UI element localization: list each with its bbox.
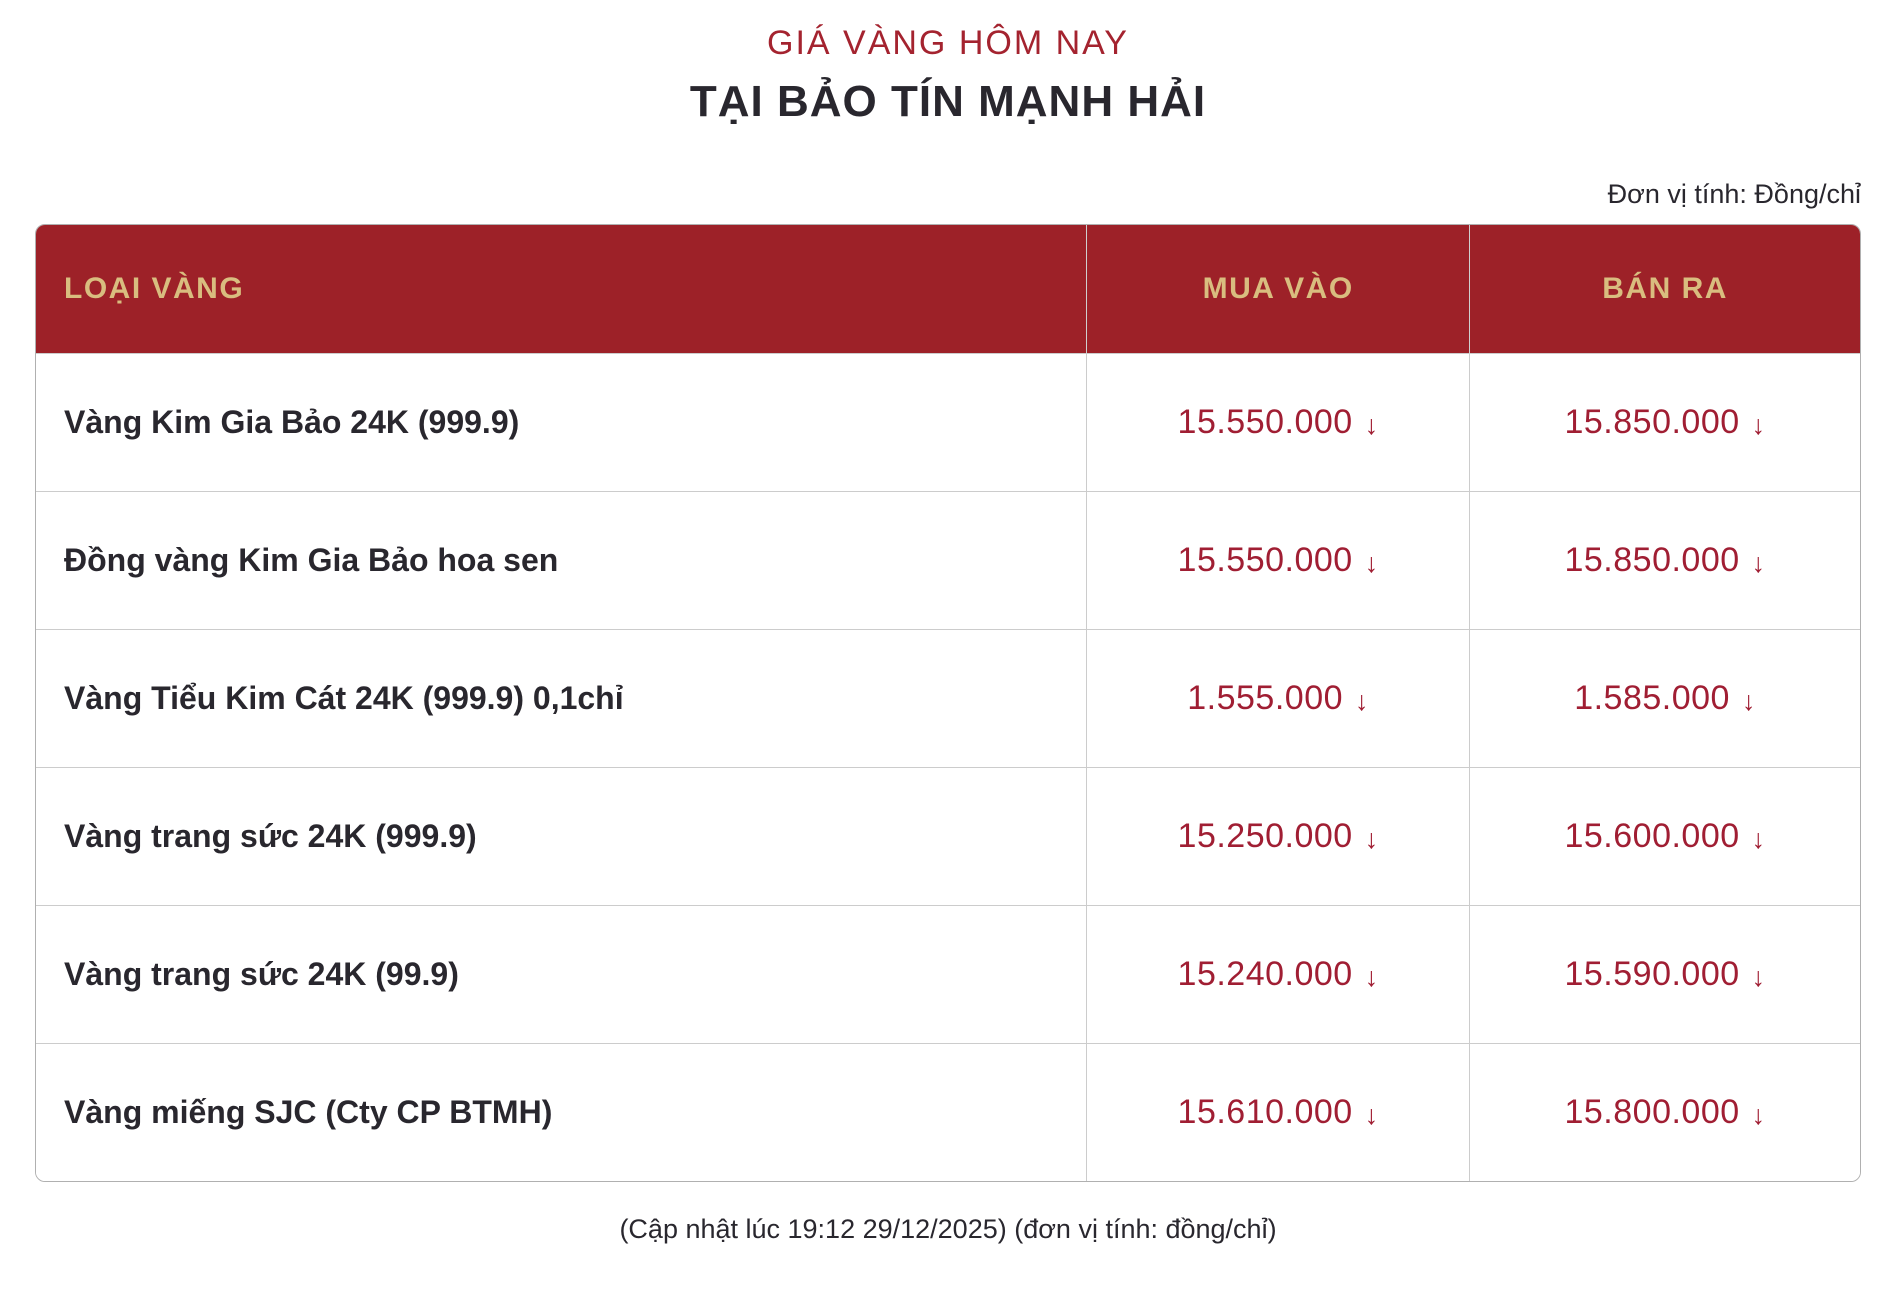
sell-price-cell: 15.850.000 ↓ bbox=[1469, 353, 1860, 492]
gold-type-label: Đồng vàng Kim Gia Bảo hoa sen bbox=[36, 491, 1087, 630]
gold-type-label: Vàng Kim Gia Bảo 24K (999.9) bbox=[36, 353, 1087, 492]
down-arrow-icon: ↓ bbox=[1751, 1100, 1766, 1130]
buy-price-cell: 1.555.000 ↓ bbox=[1086, 629, 1470, 768]
update-timestamp-note: (Cập nhật lúc 19:12 29/12/2025) (đơn vị … bbox=[619, 1214, 1277, 1244]
table-header-row: LOẠI VÀNG MUA VÀO BÁN RA bbox=[36, 225, 1860, 354]
gold-type-label: Vàng Tiểu Kim Cát 24K (999.9) 0,1chỉ bbox=[36, 629, 1087, 768]
table-row: Vàng Tiểu Kim Cát 24K (999.9) 0,1chỉ 1.5… bbox=[36, 629, 1860, 768]
column-header-gold-type: LOẠI VÀNG bbox=[36, 225, 1087, 354]
down-arrow-icon: ↓ bbox=[1364, 548, 1379, 578]
sell-price-cell: 15.850.000 ↓ bbox=[1469, 491, 1860, 630]
sell-price-value: 15.800.000 bbox=[1564, 1093, 1740, 1131]
buy-price-cell: 15.550.000 ↓ bbox=[1086, 491, 1470, 630]
sell-price-cell: 1.585.000 ↓ bbox=[1469, 629, 1860, 768]
down-arrow-icon: ↓ bbox=[1741, 686, 1756, 716]
table-row: Vàng miếng SJC (Cty CP BTMH) 15.610.000 ↓… bbox=[36, 1043, 1860, 1181]
table-row: Vàng trang sức 24K (99.9) 15.240.000 ↓ 15… bbox=[36, 905, 1860, 1044]
buy-price-cell: 15.550.000 ↓ bbox=[1086, 353, 1470, 492]
buy-price-value: 15.610.000 bbox=[1177, 1093, 1353, 1131]
page-title: GIÁ VÀNG HÔM NAY bbox=[767, 24, 1129, 62]
gold-type-label: Vàng miếng SJC (Cty CP BTMH) bbox=[36, 1043, 1087, 1181]
page-subtitle: TẠI BẢO TÍN MẠNH HẢI bbox=[689, 77, 1207, 126]
sell-price-value: 15.600.000 bbox=[1564, 817, 1740, 855]
buy-price-cell: 15.610.000 ↓ bbox=[1086, 1043, 1470, 1181]
sell-price-value: 15.590.000 bbox=[1564, 955, 1740, 993]
buy-price-cell: 15.240.000 ↓ bbox=[1086, 905, 1470, 1044]
down-arrow-icon: ↓ bbox=[1364, 824, 1379, 854]
down-arrow-icon: ↓ bbox=[1364, 962, 1379, 992]
column-header-sell: BÁN RA bbox=[1469, 225, 1860, 354]
column-header-buy: MUA VÀO bbox=[1086, 225, 1470, 354]
down-arrow-icon: ↓ bbox=[1364, 410, 1379, 440]
down-arrow-icon: ↓ bbox=[1751, 824, 1766, 854]
gold-type-label: Vàng trang sức 24K (999.9) bbox=[36, 767, 1087, 906]
unit-note: Đơn vị tính: Đồng/chỉ bbox=[1607, 179, 1861, 209]
table-row: Đồng vàng Kim Gia Bảo hoa sen 15.550.000… bbox=[36, 491, 1860, 630]
down-arrow-icon: ↓ bbox=[1355, 686, 1370, 716]
table-row: Vàng trang sức 24K (999.9) 15.250.000 ↓ 1… bbox=[36, 767, 1860, 906]
down-arrow-icon: ↓ bbox=[1364, 1100, 1379, 1130]
gold-price-table-wrapper: LOẠI VÀNG MUA VÀO BÁN RA Vàng Kim Gia Bả… bbox=[35, 224, 1861, 1182]
sell-price-cell: 15.590.000 ↓ bbox=[1469, 905, 1860, 1044]
sell-price-value: 15.850.000 bbox=[1564, 403, 1740, 441]
table-header: LOẠI VÀNG MUA VÀO BÁN RA bbox=[36, 225, 1860, 354]
sell-price-cell: 15.800.000 ↓ bbox=[1469, 1043, 1860, 1181]
down-arrow-icon: ↓ bbox=[1751, 410, 1766, 440]
buy-price-value: 15.240.000 bbox=[1177, 955, 1353, 993]
buy-price-value: 1.555.000 bbox=[1187, 679, 1344, 717]
sell-price-value: 1.585.000 bbox=[1574, 679, 1730, 717]
gold-type-label: Vàng trang sức 24K (99.9) bbox=[36, 905, 1087, 1044]
sell-price-value: 15.850.000 bbox=[1564, 541, 1740, 579]
buy-price-value: 15.550.000 bbox=[1177, 541, 1353, 579]
buy-price-value: 15.550.000 bbox=[1177, 403, 1353, 441]
down-arrow-icon: ↓ bbox=[1751, 962, 1766, 992]
table-row: Vàng Kim Gia Bảo 24K (999.9) 15.550.000 ↓… bbox=[36, 353, 1860, 492]
sell-price-cell: 15.600.000 ↓ bbox=[1469, 767, 1860, 906]
content-container: GIÁ VÀNG HÔM NAY TẠI BẢO TÍN MẠNH HẢI Đơ… bbox=[35, 24, 1861, 1245]
table-body: Vàng Kim Gia Bảo 24K (999.9) 15.550.000 ↓… bbox=[36, 353, 1860, 1181]
buy-price-cell: 15.250.000 ↓ bbox=[1086, 767, 1470, 906]
gold-price-table: LOẠI VÀNG MUA VÀO BÁN RA Vàng Kim Gia Bả… bbox=[36, 225, 1860, 1181]
buy-price-value: 15.250.000 bbox=[1177, 817, 1353, 855]
down-arrow-icon: ↓ bbox=[1751, 548, 1766, 578]
